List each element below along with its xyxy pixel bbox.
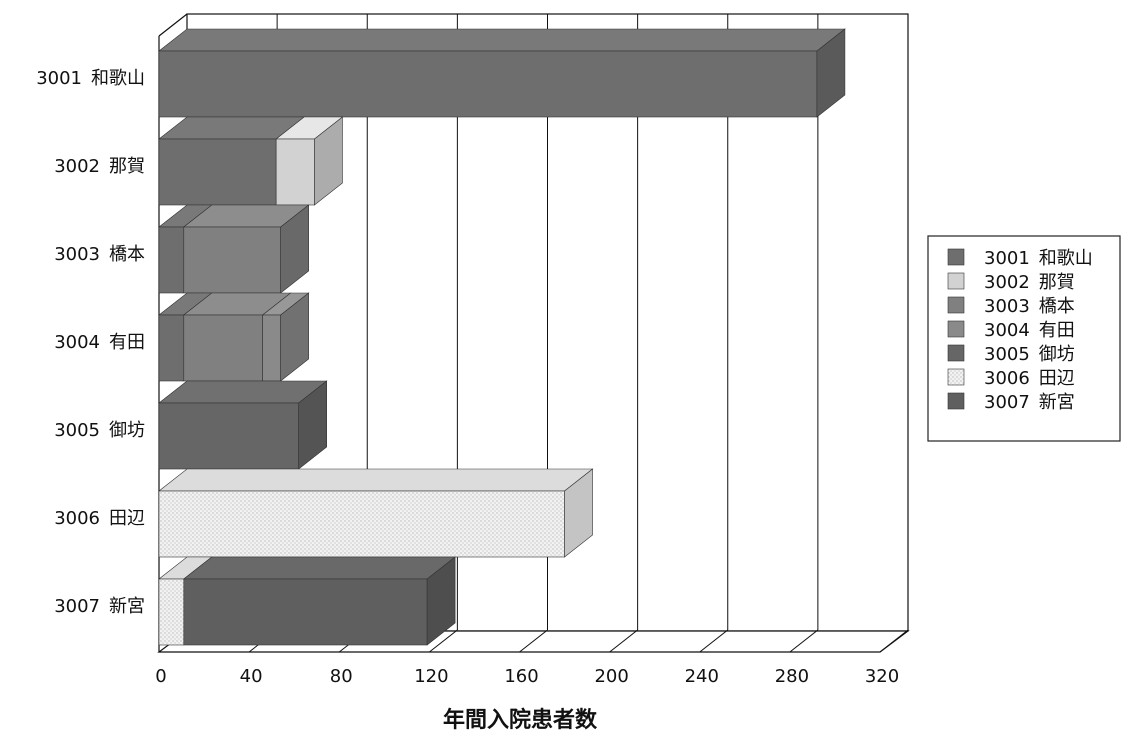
legend-swatch [948,273,964,289]
bar-front-face [159,491,565,557]
x-tick-label: 200 [594,666,628,687]
bar-segment [184,205,309,293]
x-tick-label: 320 [865,666,899,687]
bar-top-face [184,557,455,579]
bar-segment [159,469,593,557]
legend-label: 3004 有田 [984,320,1075,341]
legend-label: 3007 新宮 [984,392,1075,413]
bar-segment [159,381,327,469]
legend-swatch [948,393,964,409]
legend-swatch [948,249,964,265]
bar-front-face [184,315,263,381]
category-label: 3003 橋本 [54,244,145,265]
legend-label: 3002 那賀 [984,272,1075,293]
legend: 3001 和歌山 3002 那賀 3003 橋本 3004 有田 3005 御坊 3006… [928,236,1120,441]
category-label: 3004 有田 [54,332,145,353]
legend-label: 3001 和歌山 [984,248,1093,269]
x-tick-label: 280 [775,666,809,687]
bar-top-face [159,29,845,51]
category-labels: 3001 和歌山 3002 那賀 3003 橋本 3004 有田 3005 御坊 3006… [36,68,145,617]
x-tick-label: 80 [330,666,353,687]
legend-label: 3003 橋本 [984,296,1075,317]
bar-front-face [159,315,184,381]
bar-front-face [159,227,184,293]
bar-front-face [159,579,184,645]
x-tick-label: 40 [240,666,263,687]
bar-segment [184,557,455,645]
legend-swatch [948,297,964,313]
category-label: 3007 新宮 [54,596,145,617]
bar-front-face [159,403,299,469]
bar-top-face [159,381,327,403]
x-tick-label: 0 [155,666,166,687]
x-tick-labels: 0 40 80 120 160 200 240 280 320 [155,666,899,687]
category-label: 3006 田辺 [54,508,145,529]
legend-label: 3006 田辺 [984,368,1075,389]
category-label: 3001 和歌山 [36,68,145,89]
bar-front-face [276,139,314,205]
bar-front-face [184,227,281,293]
legend-swatch [948,369,964,385]
legend-swatch [948,321,964,337]
bar-front-face [159,51,817,117]
x-tick-label: 120 [414,666,448,687]
x-tick-label: 240 [685,666,719,687]
category-label: 3005 御坊 [54,420,145,441]
bar-segment [159,29,845,117]
legend-label: 3005 御坊 [984,344,1075,365]
bar-front-face [159,139,276,205]
bar-front-face [184,579,427,645]
category-label: 3002 那賀 [54,156,145,177]
bar-front-face [263,315,281,381]
x-tick-label: 160 [504,666,538,687]
bar-top-face [159,469,593,491]
x-axis-label: 年間入院患者数 [443,707,598,733]
legend-swatch [948,345,964,361]
